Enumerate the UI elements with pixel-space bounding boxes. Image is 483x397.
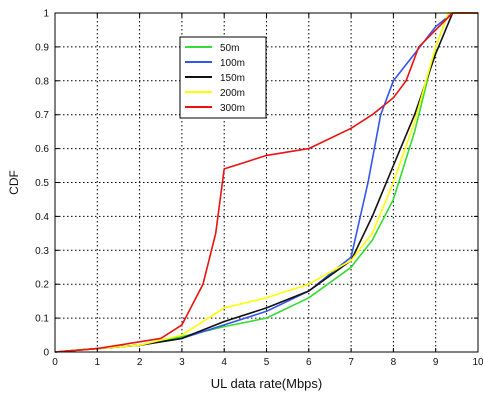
series-line-200m [54,12,478,353]
x-axis-label: UL data rate(Mbps) [211,376,323,391]
x-tick-label: 9 [433,357,439,368]
legend-label: 200m [220,88,245,99]
x-tick-label: 1 [95,357,101,368]
series-line-300m [54,12,478,353]
y-tick-label: 0.4 [35,212,49,223]
y-tick-label: 0.6 [35,144,49,155]
legend: 50m 100m 150m 200m 300m [179,36,267,119]
series-lines [54,12,478,353]
y-tick-label: 0.3 [35,246,49,257]
x-tick-label: 4 [221,357,227,368]
legend-label: 300m [220,103,245,114]
legend-label: 150m [220,73,245,84]
x-tick-label: 10 [472,357,483,368]
axis-ticks: 0 1 2 3 4 5 6 7 8 9 10 0 0.1 0.2 0.3 0.4 0.5 0.6 0.7 0.8 0.9… [35,9,483,369]
y-axis-label: CDF [7,170,21,195]
y-tick-label: 0.7 [35,110,49,121]
y-tick-label: 0.1 [35,314,49,325]
y-tick-label: 1 [43,9,49,20]
x-tick-label: 7 [348,357,354,368]
y-tick-label: 0.5 [35,178,49,189]
legend-label: 50m [220,43,239,54]
x-tick-label: 0 [52,357,58,368]
y-tick-label: 0 [43,348,49,359]
y-tick-label: 0.9 [35,42,49,53]
x-tick-label: 8 [391,357,397,368]
x-tick-label: 3 [179,357,185,368]
x-tick-label: 5 [264,357,270,368]
x-tick-label: 6 [306,357,312,368]
legend-label: 100m [220,58,245,69]
x-tick-label: 2 [137,357,143,368]
y-tick-label: 0.8 [35,76,49,87]
y-tick-label: 0.2 [35,280,49,291]
